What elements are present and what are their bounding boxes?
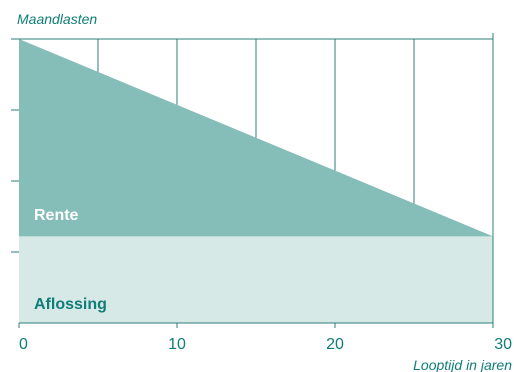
chart-areas (19, 39, 493, 323)
x-tick-label-20: 20 (326, 336, 344, 353)
x-axis-title: Looptijd in jaren (413, 357, 512, 372)
x-tick-label-0: 0 (19, 336, 28, 353)
chart-grid (97, 39, 494, 323)
chart-axes (11, 33, 494, 328)
series-label-aflossing: Aflossing (34, 296, 107, 313)
y-axis-title: Maandlasten (17, 11, 97, 27)
x-tick-label-30: 30 (494, 336, 512, 353)
x-tick-labels: 0 10 20 30 (19, 336, 512, 353)
series-label-rente: Rente (34, 207, 79, 224)
area-rente (19, 39, 493, 237)
area-aflossing (19, 236, 493, 323)
x-tick-label-10: 10 (168, 336, 186, 353)
